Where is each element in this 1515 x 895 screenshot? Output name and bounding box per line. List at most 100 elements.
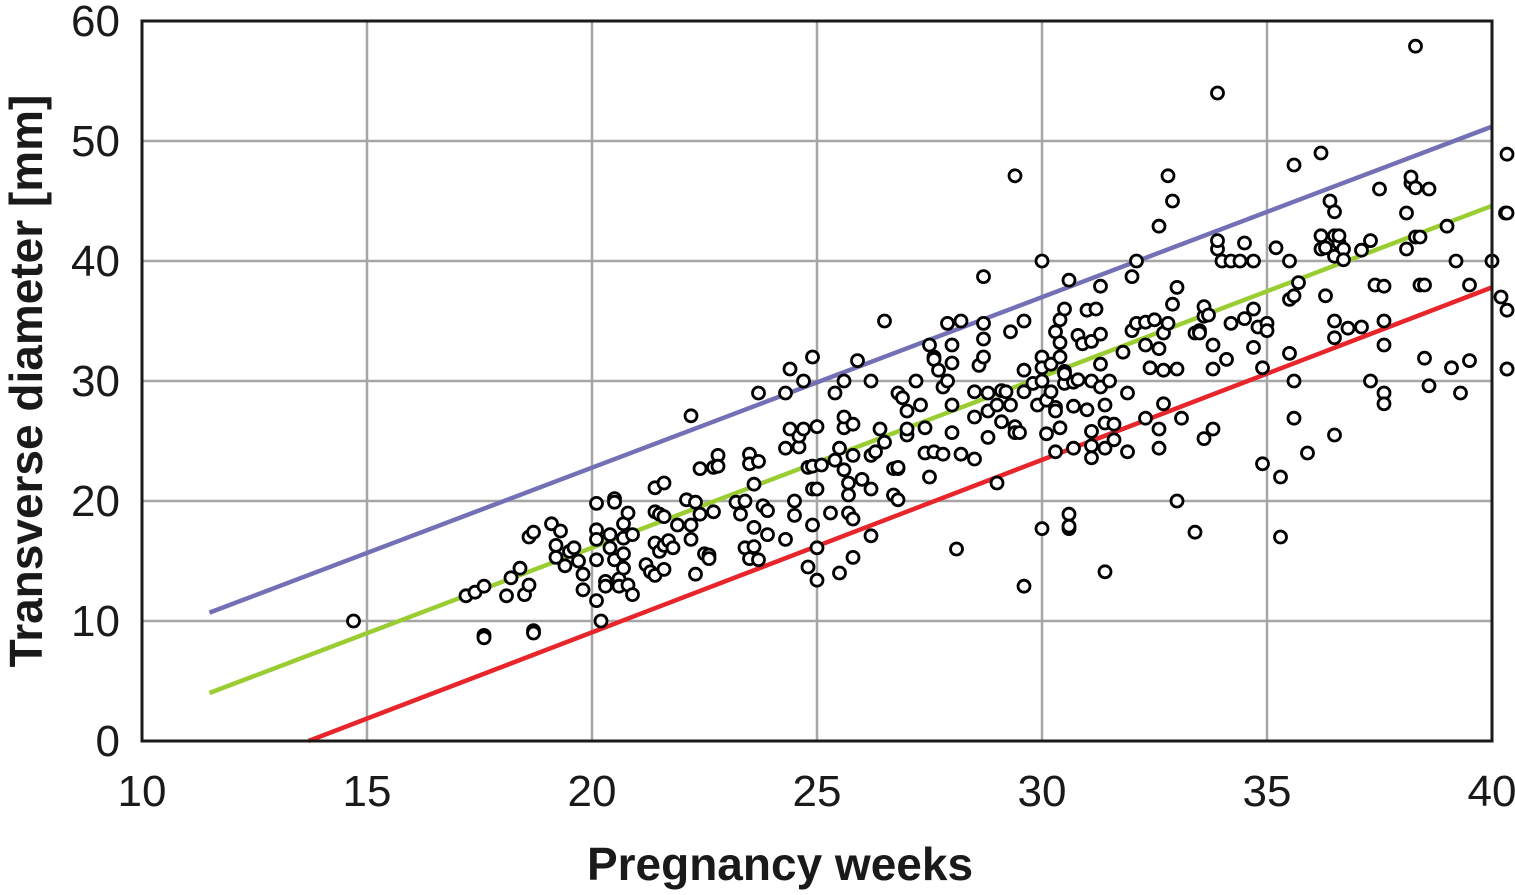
data-point <box>553 523 568 539</box>
data-point <box>1138 410 1153 426</box>
data-point <box>1093 278 1108 294</box>
data-point <box>949 541 964 557</box>
data-point <box>1286 288 1302 304</box>
data-point <box>616 546 631 562</box>
y-tick-label: 0 <box>96 717 120 766</box>
data-point <box>1151 440 1167 456</box>
data-point <box>940 315 955 331</box>
data-point <box>616 560 631 576</box>
data-point <box>823 505 838 521</box>
data-point <box>1142 360 1158 376</box>
data-point <box>863 373 879 389</box>
data-point <box>1327 313 1342 329</box>
data-point <box>683 532 699 547</box>
data-point <box>796 421 811 437</box>
data-point <box>1097 440 1113 456</box>
y-axis-tick-labels: 0 10 20 30 40 50 60 <box>71 0 120 766</box>
data-point <box>1282 345 1297 361</box>
data-point <box>1034 373 1050 389</box>
data-point <box>1444 360 1459 376</box>
data-point <box>967 451 982 467</box>
data-point <box>1048 403 1063 419</box>
data-point <box>760 503 775 519</box>
data-point <box>692 506 708 522</box>
data-point <box>1327 330 1342 346</box>
data-point <box>895 390 910 406</box>
data-point <box>683 408 699 424</box>
data-point <box>701 551 717 566</box>
y-tick-label: 30 <box>71 357 120 406</box>
data-point <box>1016 313 1032 329</box>
data-point <box>1192 325 1207 341</box>
data-point <box>706 504 721 520</box>
data-point <box>976 269 991 285</box>
data-point <box>778 532 793 547</box>
data-point <box>850 353 865 369</box>
data-point <box>620 505 636 521</box>
data-point <box>796 373 811 389</box>
data-point <box>922 469 937 485</box>
data-point <box>1273 469 1288 485</box>
data-point <box>1147 312 1162 328</box>
data-point <box>809 572 825 588</box>
data-point <box>1151 341 1167 357</box>
data-point <box>1327 427 1342 443</box>
x-tick-label: 25 <box>793 767 842 816</box>
data-point <box>1156 396 1171 412</box>
data-point <box>1052 349 1068 365</box>
data-point <box>845 416 861 432</box>
data-point <box>877 313 892 329</box>
data-point <box>998 384 1014 400</box>
data-point <box>1210 233 1225 249</box>
data-point <box>989 475 1005 491</box>
reference-lines <box>208 124 1493 744</box>
y-tick-label: 10 <box>71 597 120 646</box>
data-point <box>944 355 960 371</box>
data-point <box>908 373 924 389</box>
data-point <box>476 578 492 594</box>
data-point <box>512 560 528 576</box>
data-point <box>1282 253 1297 269</box>
data-point <box>805 517 820 533</box>
data-point <box>575 566 591 582</box>
data-point <box>778 440 793 456</box>
x-tick-label: 15 <box>343 767 392 816</box>
data-point <box>1012 425 1027 441</box>
x-tick-label: 20 <box>568 767 617 816</box>
data-point <box>1255 360 1270 376</box>
data-point <box>1106 416 1122 432</box>
data-point <box>976 331 991 347</box>
data-point <box>944 337 960 353</box>
y-tick-label: 60 <box>71 0 120 46</box>
data-point <box>1039 426 1054 442</box>
data-point <box>1070 372 1086 388</box>
data-point <box>1169 493 1185 509</box>
data-point <box>967 384 982 400</box>
data-point <box>598 578 613 594</box>
data-point <box>1462 277 1477 293</box>
data-point <box>1034 253 1050 269</box>
data-point <box>1246 339 1261 355</box>
data-point <box>1399 241 1414 257</box>
data-point <box>602 540 618 556</box>
data-point <box>1268 240 1284 256</box>
data-point <box>994 414 1009 430</box>
data-point <box>1408 38 1423 54</box>
data-points <box>346 38 1515 646</box>
data-point <box>1286 157 1302 173</box>
data-point <box>1205 337 1221 353</box>
data-point <box>1088 301 1104 317</box>
data-point <box>1462 353 1477 369</box>
data-point <box>1160 315 1176 331</box>
data-point <box>836 462 852 478</box>
data-point <box>589 495 604 511</box>
data-point <box>890 492 906 508</box>
data-point <box>1499 146 1515 162</box>
data-point <box>1219 351 1234 367</box>
data-point <box>1300 445 1315 461</box>
data-point <box>1210 85 1225 101</box>
data-point <box>1372 181 1387 197</box>
data-point <box>1120 444 1135 460</box>
data-point <box>868 444 883 460</box>
data-point <box>1363 233 1378 249</box>
